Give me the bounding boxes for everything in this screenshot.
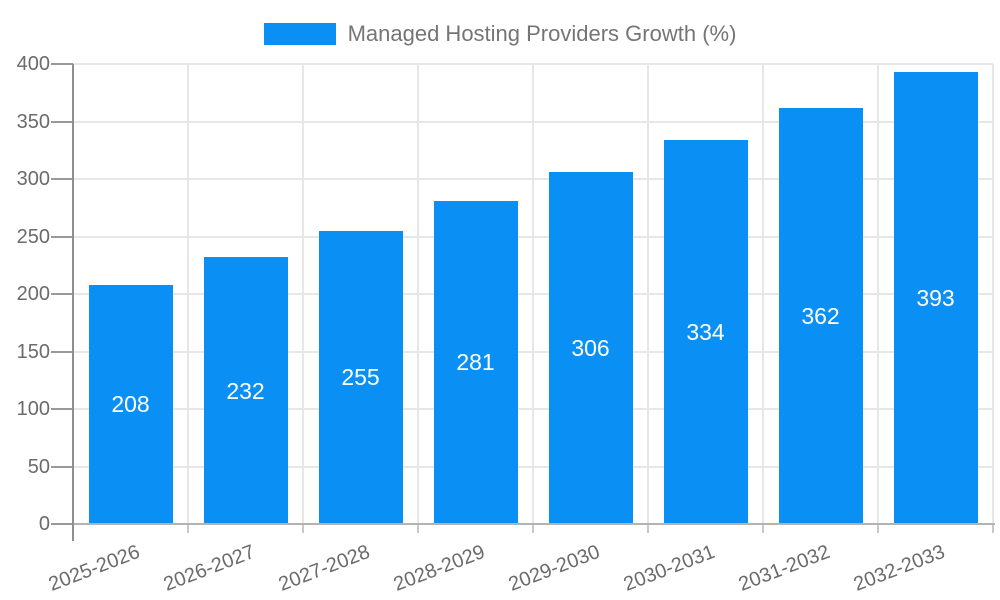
gridline-vertical	[187, 64, 189, 524]
gridline-vertical	[302, 64, 304, 524]
gridline-vertical	[762, 64, 764, 524]
x-tick-mark	[417, 524, 419, 533]
y-axis-tick-label: 400	[16, 53, 50, 75]
y-tick-mark	[51, 293, 73, 295]
x-axis-label: 2028-2029	[390, 540, 488, 596]
y-axis-tick-label: 0	[38, 513, 50, 535]
legend-swatch	[263, 23, 336, 45]
bar-2032-2033[interactable]	[893, 72, 978, 523]
bar-2029-2030[interactable]	[548, 172, 633, 523]
gridline-vertical	[647, 64, 649, 524]
y-tick-mark	[51, 120, 73, 123]
x-axis-label: 2031-2032	[735, 540, 833, 596]
bar-2028-2029[interactable]	[433, 200, 518, 523]
x-axis-label: 2027-2028	[275, 540, 373, 596]
gridline-vertical	[992, 64, 994, 524]
y-axis-line	[72, 64, 74, 541]
y-tick-mark	[51, 235, 73, 238]
y-axis-tick-label: 350	[16, 110, 50, 133]
x-tick-mark	[647, 524, 649, 533]
gridline-vertical	[417, 64, 419, 524]
x-axis-label: 2030-2031	[620, 540, 718, 596]
y-axis-tick-label: 100	[16, 398, 50, 420]
y-tick-mark	[51, 350, 73, 353]
y-tick-mark	[51, 523, 73, 525]
y-axis-tick-label: 50	[27, 455, 50, 478]
x-tick-mark	[762, 524, 764, 533]
x-axis-label: 2029-2030	[505, 540, 603, 596]
bar-2031-2032[interactable]	[778, 107, 863, 523]
y-axis-tick-label: 200	[16, 283, 50, 305]
bar-2027-2028[interactable]	[318, 230, 403, 523]
legend[interactable]: Managed Hosting Providers Growth (%)	[0, 20, 1000, 48]
legend-label: Managed Hosting Providers Growth (%)	[347, 21, 737, 46]
x-tick-mark	[302, 524, 304, 533]
gridline-vertical	[877, 64, 879, 524]
y-tick-mark	[51, 465, 73, 468]
y-tick-mark	[51, 63, 73, 65]
y-axis-tick-label: 250	[16, 225, 50, 248]
bar-2026-2027[interactable]	[203, 257, 288, 523]
bar-2025-2026[interactable]	[88, 284, 173, 523]
y-axis-tick-label: 150	[16, 340, 50, 363]
y-tick-mark	[51, 178, 73, 180]
x-tick-mark	[532, 524, 534, 533]
x-axis-line	[72, 523, 995, 525]
x-tick-mark	[877, 524, 879, 533]
x-axis-label: 2032-2033	[850, 540, 948, 596]
x-axis-label: 2026-2027	[160, 540, 258, 596]
gridline-vertical	[532, 64, 534, 524]
x-tick-mark	[992, 524, 994, 533]
y-tick-mark	[51, 408, 73, 410]
bar-2030-2031[interactable]	[663, 139, 748, 523]
y-axis-tick-label: 300	[16, 168, 50, 190]
x-tick-mark	[187, 524, 189, 533]
x-axis-label: 2025-2026	[45, 540, 143, 596]
